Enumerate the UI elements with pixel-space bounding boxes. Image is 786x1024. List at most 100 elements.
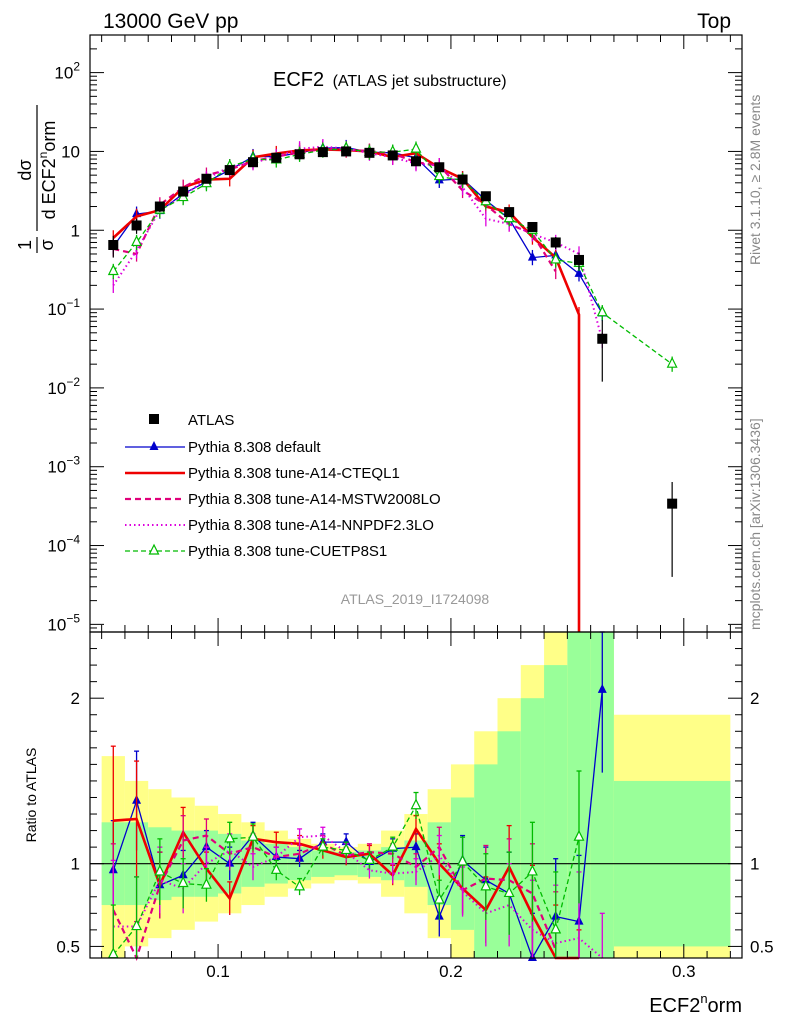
y-axis-label-main: 1 σ dσ d ECF2norm [15, 105, 59, 253]
atlas-point [341, 146, 352, 157]
ratio-line-nnpdf [113, 834, 603, 959]
legend-entry-default: Pythia 8.308 default [125, 439, 321, 456]
ylabel-d-den-rest: orm [39, 121, 59, 152]
ratio-series [107, 631, 607, 961]
legend-label-cteql1: Pythia 8.308 tune-A14-CTEQL1 [188, 465, 400, 482]
legend-entry-cteql1: Pythia 8.308 tune-A14-CTEQL1 [125, 465, 400, 482]
marker-cuetp [526, 864, 538, 876]
y-tick-label-ratio-right: 0.5 [750, 937, 774, 956]
header-process: 13000 GeV pp [103, 10, 238, 33]
marker-cuetp [410, 141, 422, 153]
plot-title-sub: (ATLAS jet substructure) [333, 73, 507, 90]
y-tick-label-main: 1 [71, 221, 80, 240]
marker-cuetp [363, 853, 375, 864]
xlabel-sup: n [700, 991, 707, 1006]
marker-cuetp [340, 843, 352, 855]
atlas-point [224, 165, 235, 176]
main-line-mstw [113, 147, 557, 273]
atlas-point [271, 152, 282, 163]
x-tick-label: 0.1 [206, 962, 230, 981]
main-line-nnpdf [112, 145, 604, 341]
marker-default [341, 836, 351, 846]
ylabel-d-den-d: d ECF2 [39, 158, 59, 219]
marker-cuetp [433, 169, 445, 181]
ratio-band-inner [544, 665, 568, 958]
marker-default [411, 841, 421, 851]
legend-label-cuetp: Pythia 8.308 tune-CUETP8S1 [188, 543, 387, 560]
atlas-point [131, 220, 142, 231]
ylabel-frac-num: 1 [15, 240, 35, 250]
y-tick-label-main: 10−4 [47, 533, 80, 556]
atlas-point [411, 156, 421, 167]
atlas-point [154, 201, 165, 212]
marker-cuetp [107, 264, 119, 276]
ratio-line-mstw [112, 834, 557, 961]
atlas-point [504, 207, 515, 218]
ratio-bands [101, 632, 731, 958]
atlas-point [597, 333, 608, 344]
atlas-point [364, 147, 375, 158]
ylabel-frac-den: σ [37, 239, 57, 250]
y-tick-label-main: 10−2 [47, 375, 80, 398]
y-tick-label-ratio-left: 2 [71, 689, 80, 708]
analysis-id: ATLAS_2019_I1724098 [341, 591, 490, 607]
ylabel-d-den-sup: n [36, 152, 50, 159]
atlas-point [248, 157, 258, 168]
y-tick-label-main: 102 [54, 60, 80, 83]
marker-cuetp [177, 876, 189, 888]
marker-default [597, 683, 607, 693]
atlas-point [201, 173, 212, 184]
marker-cuetp [666, 356, 678, 368]
y-axis-label-ratio: Ratio to ATLAS [23, 748, 39, 843]
marker-cuetp [224, 831, 236, 843]
legend-label-atlas: ATLAS [188, 412, 234, 429]
atlas-point [457, 174, 468, 185]
marker-cuetp [131, 235, 143, 247]
marker-cuetp [573, 829, 585, 841]
x-axis-label: ECF2norm [649, 991, 742, 1017]
marker-cuetp [433, 892, 445, 904]
rivet-label: Rivet 3.1.10, ≥ 2.8M events [747, 95, 763, 265]
marker-cuetp [294, 879, 306, 891]
x-tick-label: 0.3 [672, 962, 696, 981]
atlas-point [527, 221, 538, 232]
marker-cuetp [247, 829, 259, 841]
legend-label-nnpdf: Pythia 8.308 tune-A14-NNPDF2.3LO [188, 517, 434, 534]
xlabel-rest: orm [708, 995, 742, 1017]
legend-entry-nnpdf: Pythia 8.308 tune-A14-NNPDF2.3LO [125, 517, 434, 534]
tick-labels: 0.1 0.2 0.3 10−5 10−4 10−3 10−2 10−1 1 10 102 0.5 0.… [47, 60, 773, 981]
atlas-point [294, 149, 305, 160]
atlas-point [434, 162, 445, 173]
marker-cuetp [387, 839, 399, 851]
atlas-point [667, 498, 678, 509]
marker-cuetp [317, 839, 329, 851]
ratio-line-default [112, 689, 603, 960]
marker-default [574, 267, 584, 277]
atlas-point [387, 150, 398, 161]
ratio-line-cuetp [112, 804, 580, 956]
atlas-point [178, 186, 189, 197]
ylabel-d-num: dσ [15, 159, 35, 180]
marker-cuetp [596, 305, 608, 317]
ratio-frame [89, 631, 743, 959]
marker-cuetp [410, 798, 422, 810]
y-tick-label-main: 10 [61, 142, 80, 161]
ratio-band-inner [590, 632, 614, 958]
marker-cuetp [457, 854, 469, 866]
legend-entry-cuetp: Pythia 8.308 tune-CUETP8S1 [125, 543, 387, 560]
x-tick-label: 0.2 [439, 962, 463, 981]
atlas-point [108, 239, 119, 250]
marker-cuetp [503, 211, 515, 223]
atlas-point [550, 237, 561, 248]
legend-entry-atlas: ATLAS [149, 412, 234, 429]
atlas-point [574, 254, 584, 265]
y-tick-label-ratio-right: 2 [750, 689, 759, 708]
marker-cuetp [270, 862, 282, 874]
marker-default [527, 251, 537, 261]
y-tick-label-ratio-left: 1 [71, 855, 80, 874]
main-series [107, 139, 678, 632]
main-line-cuetp [112, 148, 673, 365]
marker-cuetp [154, 864, 166, 876]
ylabel-d-den: d ECF2norm [36, 121, 59, 220]
